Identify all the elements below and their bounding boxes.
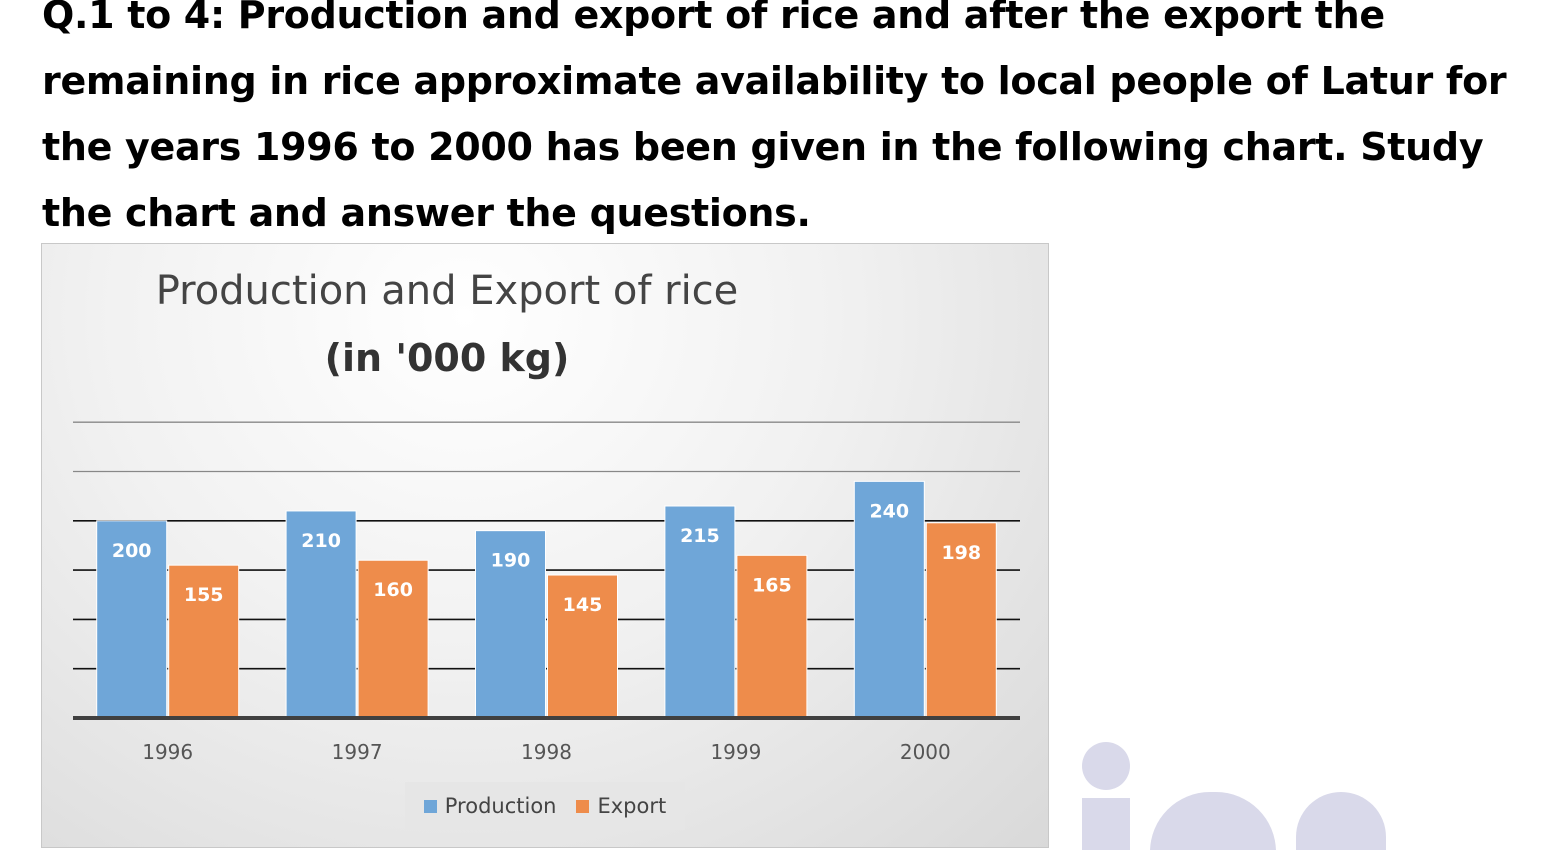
watermark-logo — [1040, 730, 1544, 850]
bar-export-1996 — [168, 564, 240, 719]
bar-export-1999 — [736, 554, 808, 719]
x-tick-label-2000: 2000 — [900, 740, 951, 764]
x-tick-label-1996: 1996 — [142, 740, 193, 764]
data-label-export-1998: 145 — [563, 594, 603, 616]
x-tick-label-1997: 1997 — [332, 740, 383, 764]
legend-swatch-production — [423, 799, 437, 813]
data-label-export-1996: 155 — [184, 584, 224, 606]
data-label-production-2000: 240 — [869, 500, 909, 522]
data-label-production-1996: 200 — [112, 540, 152, 562]
question-text: Q.1 to 4: Production and export of rice … — [42, 0, 1507, 235]
bar-export-1997 — [357, 559, 429, 719]
bar-production-1999 — [664, 505, 736, 719]
bar-production-1998 — [475, 530, 546, 719]
x-tick-label-1999: 1999 — [710, 740, 761, 764]
bar-export-2000 — [925, 522, 997, 719]
bar-chart: 200 155 1996 210 160 1997 190 145 1998 215 165 1999… — [73, 421, 1020, 764]
legend-item-production: Production — [423, 794, 557, 818]
legend-label-production: Production — [444, 794, 557, 818]
data-label-production-1998: 190 — [491, 550, 531, 572]
data-label-export-1997: 160 — [373, 579, 413, 601]
legend-item-export: Export — [576, 794, 666, 818]
data-label-export-2000: 198 — [941, 542, 981, 564]
data-label-production-1999: 215 — [680, 525, 720, 547]
data-label-export-1999: 165 — [752, 574, 792, 596]
bar-production-1996 — [96, 520, 168, 719]
legend-label-export: Export — [597, 794, 667, 818]
bar-production-2000 — [853, 480, 925, 719]
chart-legend: Production Export — [405, 782, 685, 830]
bar-production-1997 — [285, 510, 357, 719]
legend-swatch-export — [576, 799, 590, 813]
chart-subtitle: (in '000 kg) — [324, 336, 570, 380]
data-label-production-1997: 210 — [301, 530, 341, 552]
x-tick-label-1998: 1998 — [521, 740, 572, 764]
chart-area: Production and Export of rice (in '000 k… — [41, 243, 1049, 848]
chart-title: Production and Export of rice — [155, 268, 739, 314]
